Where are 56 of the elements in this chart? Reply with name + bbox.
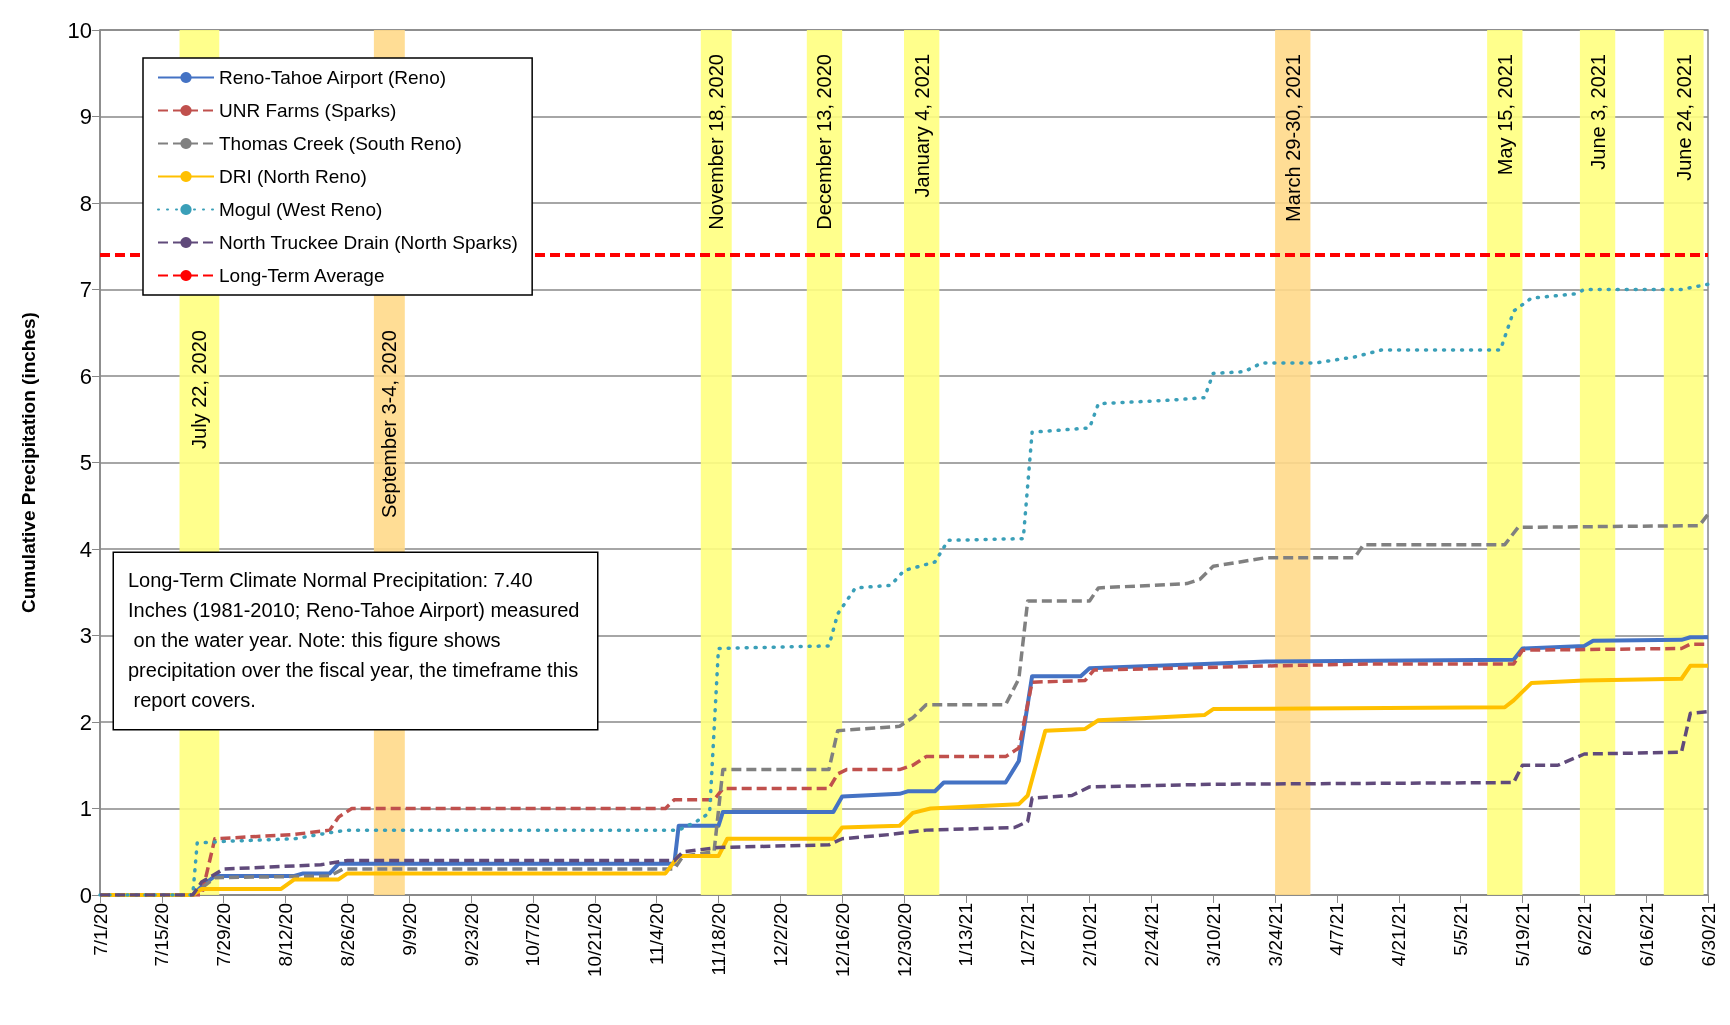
x-tick-label: 2/24/21 — [1140, 903, 1162, 967]
x-tick-label: 3/10/21 — [1202, 903, 1224, 967]
x-tick-label: 6/16/21 — [1635, 903, 1657, 967]
y-tick-label: 9 — [79, 104, 92, 129]
band-label: November 18, 2020 — [705, 54, 728, 230]
y-tick-label: 3 — [79, 623, 92, 648]
y-tick-label: 2 — [79, 709, 92, 735]
legend-label: Thomas Creek (South Reno) — [219, 133, 462, 154]
y-tick-label: 1 — [79, 796, 92, 821]
y-tick-label: 5 — [79, 450, 92, 475]
legend-label: North Truckee Drain (North Sparks) — [219, 232, 518, 253]
legend-label: Long-Term Average — [219, 265, 385, 286]
y-tick-label: 8 — [79, 190, 92, 216]
band-label: March 29-30, 2021 — [1281, 54, 1304, 222]
band-label: July 22, 2020 — [188, 330, 211, 449]
x-tick-label: 12/16/20 — [831, 903, 853, 977]
x-tick-label: 10/7/20 — [522, 903, 544, 967]
x-tick-label: 1/13/21 — [955, 903, 977, 967]
x-tick-label: 8/26/20 — [336, 903, 358, 967]
band-label: June 24, 2021 — [1672, 54, 1695, 181]
x-tick-label: 3/24/21 — [1264, 903, 1286, 967]
x-tick-label: 7/1/20 — [89, 903, 111, 956]
y-tick-label: 6 — [79, 363, 92, 389]
x-tick-label: 6/30/21 — [1697, 903, 1719, 967]
y-axis-title: Cumulative Precipitation (inches) — [18, 312, 39, 613]
y-tick-label: 0 — [79, 882, 92, 908]
x-tick-label: 4/7/21 — [1326, 903, 1348, 956]
y-tick-label: 10 — [67, 17, 92, 43]
x-tick-label: 5/19/21 — [1511, 903, 1533, 967]
band-label: January 4, 2021 — [910, 54, 933, 198]
legend-label: Reno-Tahoe Airport (Reno) — [219, 67, 447, 88]
x-tick-label: 7/29/20 — [213, 903, 235, 967]
x-tick-label: 2/10/21 — [1079, 903, 1101, 967]
x-tick-label: 7/15/20 — [151, 903, 173, 967]
x-tick-label: 6/2/21 — [1573, 903, 1595, 956]
y-tick-label: 7 — [79, 277, 92, 302]
x-tick-label: 12/2/20 — [769, 903, 791, 967]
x-tick-label: 10/21/20 — [584, 903, 606, 977]
y-tick-label: 4 — [79, 536, 92, 562]
x-tick-label: 11/18/20 — [707, 903, 729, 976]
band-label: May 15, 2021 — [1493, 54, 1516, 176]
x-tick-label: 12/30/20 — [893, 903, 915, 977]
legend-label: Mogul (West Reno) — [219, 199, 383, 220]
x-tick-label: 1/27/21 — [1017, 903, 1039, 967]
x-tick-label: 11/4/20 — [646, 903, 668, 965]
band-label: December 13, 2020 — [813, 54, 836, 230]
annotation: Long-Term Climate Normal Precipitation: 7.40 Inches (1981-2010; Reno-Tahoe Airport) measured on the water year. Note: this figure shows precipitation over the fiscal year, the timeframe this report covers. — [128, 569, 580, 711]
x-tick-label: 8/12/20 — [275, 903, 297, 967]
x-tick-label: 4/21/21 — [1388, 903, 1410, 967]
x-tick-label: 9/9/20 — [398, 903, 420, 956]
x-tick-label: 9/23/20 — [460, 903, 482, 967]
x-tick-label: 5/5/21 — [1450, 903, 1472, 956]
legend-label: UNR Farms (Sparks) — [219, 100, 397, 121]
band-label: September 3-4, 2020 — [378, 330, 401, 518]
legend-label: DRI (North Reno) — [219, 166, 367, 187]
band-label: June 3, 2021 — [1586, 54, 1609, 170]
